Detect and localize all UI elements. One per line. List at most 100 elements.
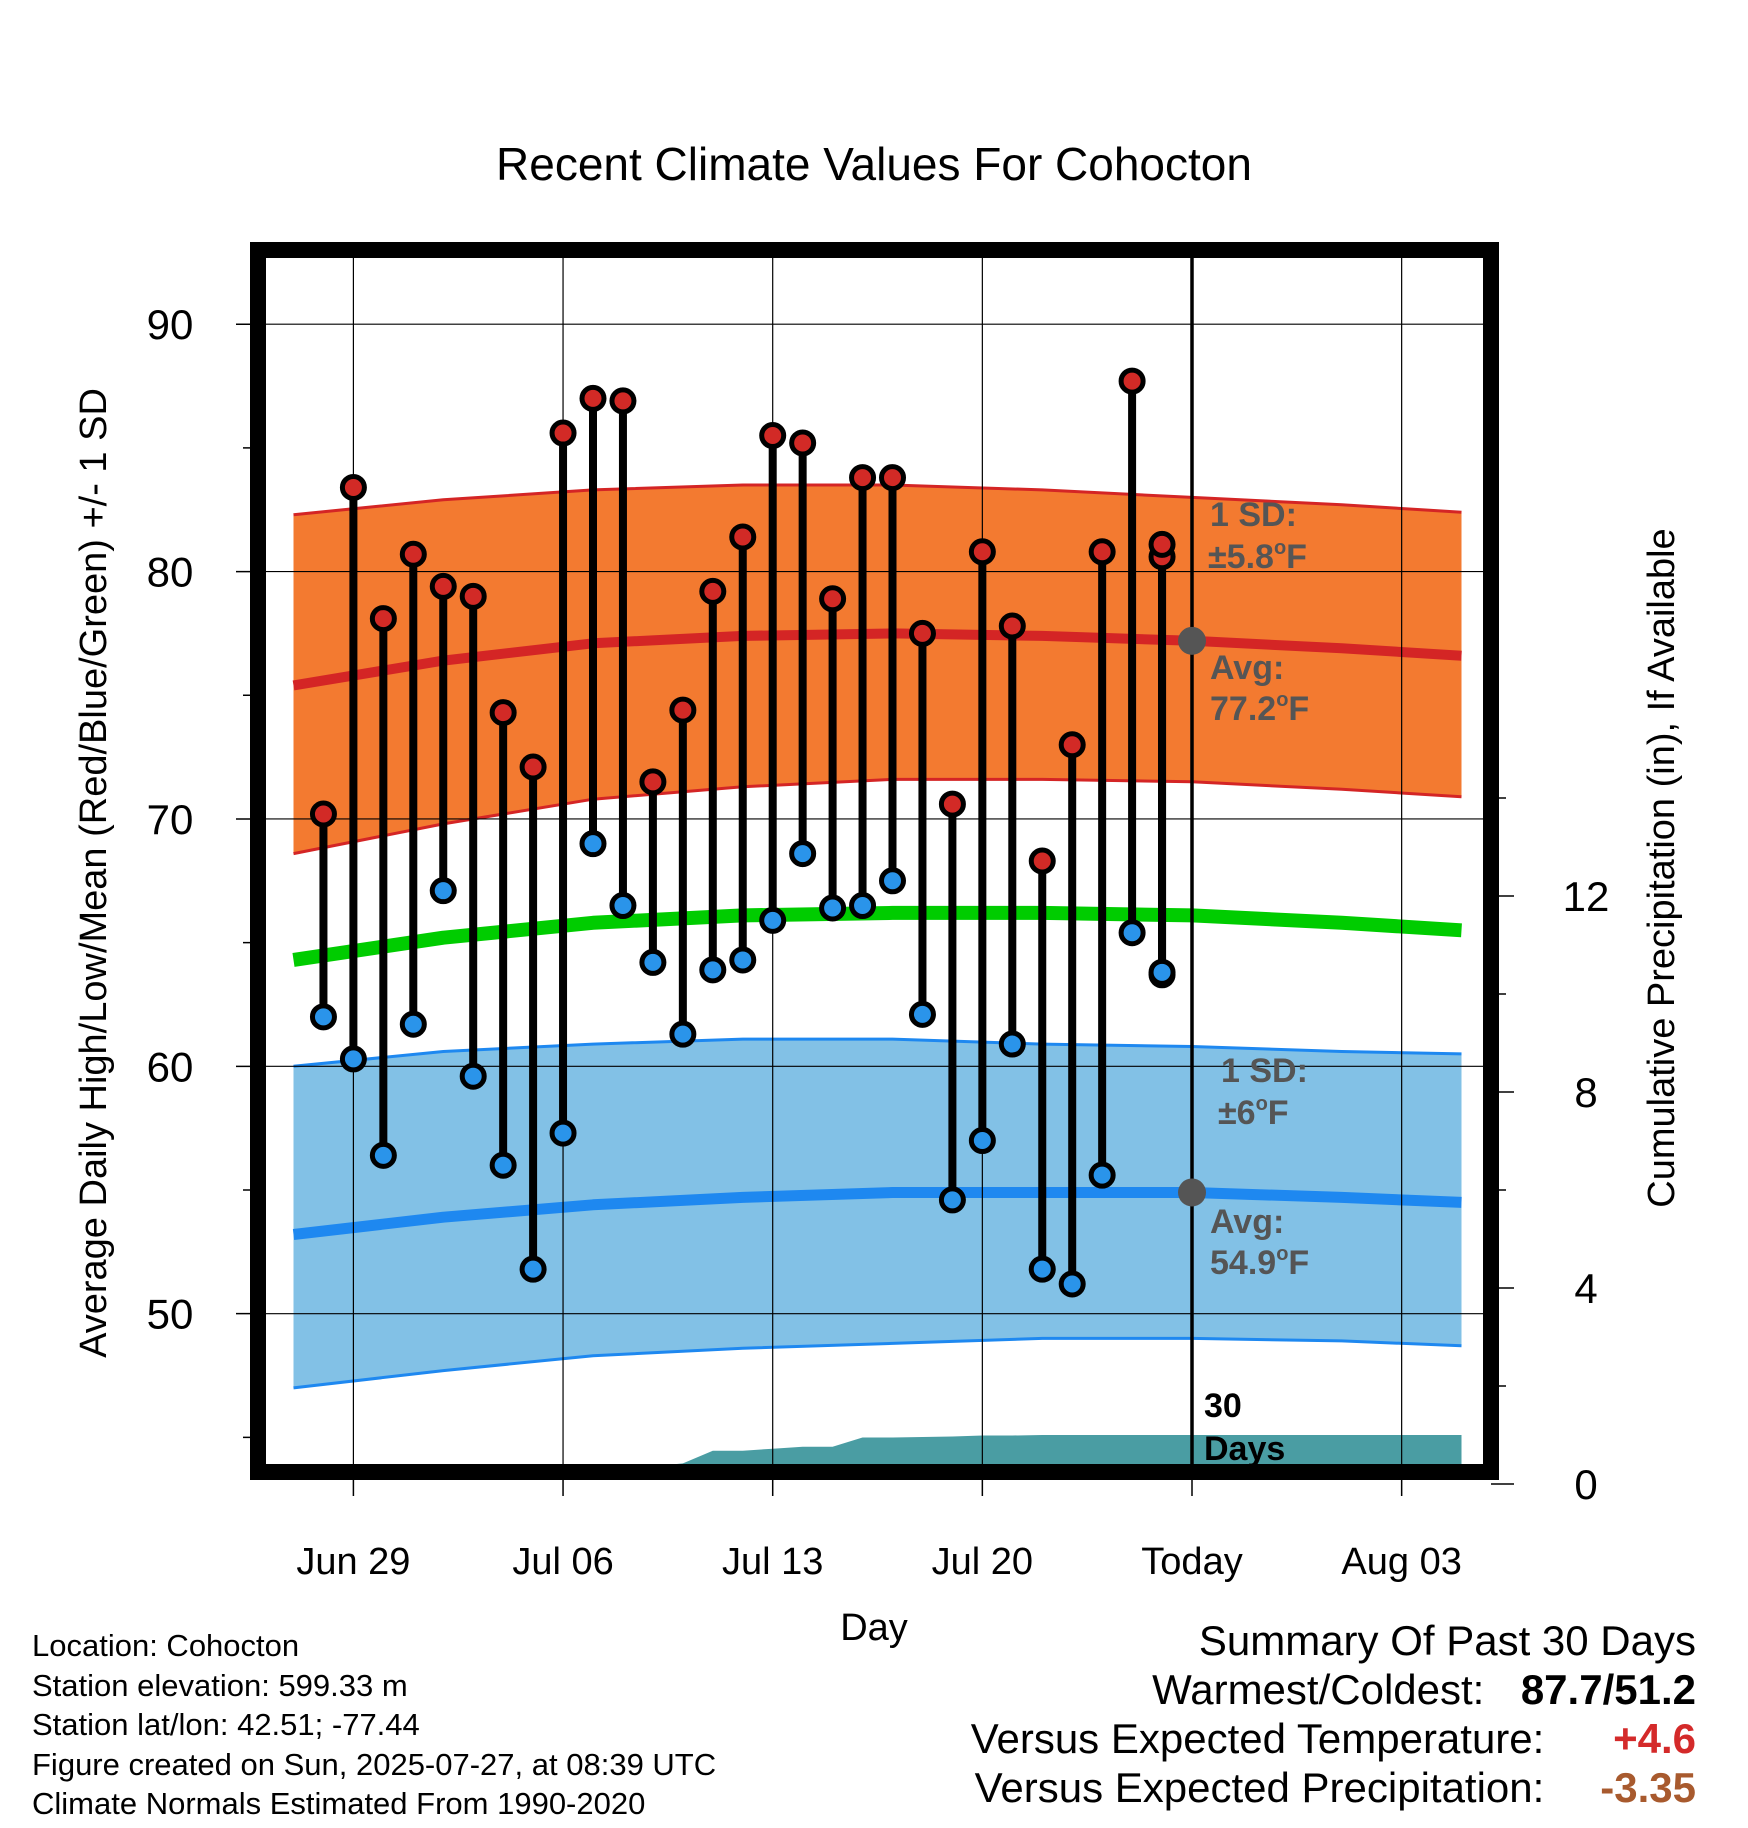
warmest-coldest-row: Warmest/Coldest: 87.7/51.2 xyxy=(971,1665,1696,1714)
high-temp-point xyxy=(849,464,877,492)
low-temp-point xyxy=(309,1003,337,1031)
low-avg-value-unit: F xyxy=(1288,1244,1309,1282)
precipitation-departure-label: Versus Expected Precipitation: xyxy=(974,1764,1545,1811)
temperature-departure-row: Versus Expected Temperature: +4.6 xyxy=(971,1714,1696,1763)
low-lower-line xyxy=(293,1336,1462,1390)
high-temp-point xyxy=(1148,530,1176,558)
low-temp-point xyxy=(699,956,727,984)
y2-tick-label: 8 xyxy=(1574,1069,1597,1116)
high-sd-value-degree: o xyxy=(1274,537,1286,559)
precipitation-departure-value: -3.35 xyxy=(1600,1764,1696,1811)
plot-frame xyxy=(250,242,1499,1480)
high-temp-point xyxy=(579,384,607,412)
low-avg-value-value: 54.9 xyxy=(1210,1244,1276,1282)
low-avg-value-degree: o xyxy=(1276,1243,1288,1265)
station-info: Location: Cohocton Station elevation: 59… xyxy=(32,1626,716,1824)
low-temp-point xyxy=(519,1255,547,1283)
plot-content xyxy=(292,483,1462,1472)
high-temp-point xyxy=(1028,847,1056,875)
high-avg-label: Avg: xyxy=(1210,649,1284,687)
high-temp-point xyxy=(1058,731,1086,759)
high-sd-band xyxy=(293,485,1462,854)
low-sd-label: 1 SD: xyxy=(1221,1052,1308,1090)
low-temp-point xyxy=(459,1062,487,1090)
temperature-departure-label: Versus Expected Temperature: xyxy=(970,1715,1545,1762)
low-sd-value: ±6oF xyxy=(1218,1093,1289,1132)
high-temp-point xyxy=(489,699,517,727)
y-tick-label: 90 xyxy=(147,301,194,348)
low-sd-value-degree: o xyxy=(1256,1093,1268,1115)
x-tick-label: Jul 06 xyxy=(512,1541,613,1583)
mean-line xyxy=(292,905,1462,967)
y-tick-label: 70 xyxy=(147,796,194,843)
y2-tick-label: 4 xyxy=(1574,1265,1597,1312)
high-temp-point xyxy=(729,523,757,551)
low-avg-value: 54.9oF xyxy=(1210,1243,1309,1282)
low-temp-point xyxy=(1058,1270,1086,1298)
gridlines xyxy=(258,250,1491,1472)
today-low-normal-marker xyxy=(1178,1178,1206,1207)
high-temp-point xyxy=(699,577,727,605)
x-tick-label: Today xyxy=(1141,1541,1242,1583)
low-temp-point xyxy=(759,906,787,934)
warmest-coldest-label: Warmest/Coldest: xyxy=(1152,1666,1485,1713)
y-axis-label: Average Daily High/Low/Mean (Red/Blue/Gr… xyxy=(73,388,115,1358)
precipitation-area xyxy=(533,1435,1462,1472)
high-temp-point xyxy=(669,696,697,724)
x-tick-label: Jul 20 xyxy=(932,1541,1033,1583)
high-avg-value: 77.2oF xyxy=(1210,689,1309,728)
location-text: Location: Cohocton xyxy=(32,1628,300,1663)
chart-title: Recent Climate Values For Cohocton xyxy=(496,138,1252,190)
normals-text: Climate Normals Estimated From 1990-2020 xyxy=(32,1786,646,1821)
high-temp-point xyxy=(908,619,936,647)
high-temp-point xyxy=(879,464,906,492)
low-temp-point xyxy=(609,892,637,920)
low-temp-point xyxy=(938,1186,966,1214)
low-temp-point xyxy=(639,948,667,976)
days-label-number: 30 xyxy=(1204,1387,1242,1425)
y2-tick-label: 12 xyxy=(1563,873,1610,920)
x-tick-label: Aug 03 xyxy=(1341,1541,1461,1583)
summary-panel: Summary Of Past 30 Days Warmest/Coldest:… xyxy=(971,1616,1696,1812)
warmest-coldest-value: 87.7/51.2 xyxy=(1520,1666,1696,1713)
days-label-text: Days xyxy=(1204,1430,1285,1468)
y-tick-label: 60 xyxy=(147,1043,194,1090)
high-temp-point xyxy=(549,419,577,447)
high-temp-point xyxy=(759,422,787,450)
low-temp-point xyxy=(399,1010,427,1038)
low-temp-point xyxy=(369,1141,397,1169)
today-high-normal-marker xyxy=(1178,626,1206,655)
high-temp-point xyxy=(639,768,667,796)
high-temp-point xyxy=(519,753,547,781)
y2-axis-label: Cumulative Precipitation (in), If Availa… xyxy=(1641,528,1683,1207)
low-temp-point xyxy=(789,840,817,868)
low-temp-point xyxy=(669,1020,697,1048)
high-temp-point xyxy=(609,387,637,415)
low-sd-value-unit: F xyxy=(1268,1094,1289,1132)
y-tick-label: 80 xyxy=(147,549,194,596)
low-temp-point xyxy=(968,1127,996,1155)
high-sd-label: 1 SD: xyxy=(1210,496,1297,534)
elevation-text: Station elevation: 599.33 m xyxy=(32,1667,408,1703)
high-temp-point xyxy=(369,605,397,633)
high-sd-value-value: ±5.8 xyxy=(1208,538,1274,576)
low-upper-line xyxy=(293,1037,1462,1068)
y-tick-label: 50 xyxy=(147,1291,194,1338)
low-temp-point xyxy=(1118,919,1146,947)
x-axis-label: Day xyxy=(840,1607,908,1649)
low-temp-point xyxy=(429,877,457,905)
high-temp-point xyxy=(998,612,1026,640)
low-sd-value-value: ±6 xyxy=(1218,1094,1256,1132)
low-temp-point xyxy=(339,1045,367,1073)
high-temp-point xyxy=(1088,538,1116,566)
high-temp-point xyxy=(309,800,337,828)
x-tick-label: Jul 13 xyxy=(722,1541,823,1583)
low-temp-point xyxy=(998,1030,1026,1058)
low-temp-point xyxy=(1148,958,1176,986)
high-temp-point xyxy=(399,540,427,568)
low-temp-point xyxy=(1028,1255,1056,1283)
low-temp-point xyxy=(1088,1161,1116,1189)
high-temp-point xyxy=(459,582,487,610)
y2-tick-label: 0 xyxy=(1574,1461,1597,1508)
low-sd-band xyxy=(293,1039,1462,1388)
